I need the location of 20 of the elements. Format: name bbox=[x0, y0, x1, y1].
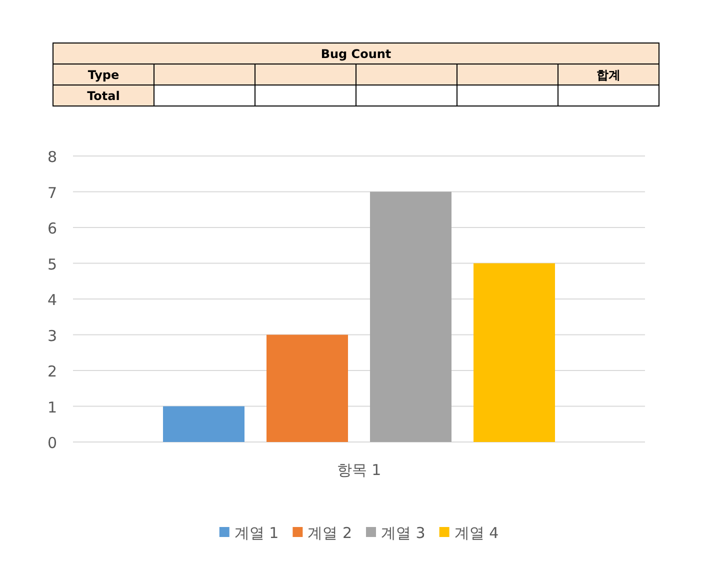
bar bbox=[370, 192, 452, 442]
y-tick-label: 6 bbox=[47, 220, 57, 238]
legend-label: 계열 1 bbox=[234, 524, 279, 542]
bar bbox=[266, 334, 348, 442]
table: Bug Count Type 합계 Total bbox=[52, 42, 660, 106]
bar bbox=[474, 263, 555, 442]
legend-label: 계열 4 bbox=[454, 524, 499, 542]
legend-label: 계열 2 bbox=[308, 524, 352, 542]
y-tick-label: 0 bbox=[47, 434, 57, 452]
y-tick-label: 1 bbox=[47, 398, 57, 416]
y-tick-label: 3 bbox=[47, 326, 57, 345]
x-tick-label: 항목 1 bbox=[336, 461, 382, 479]
plot: 0 1 2 3 4 5 6 7 8 항목 1 bbox=[47, 148, 646, 479]
legend-label: 계열 3 bbox=[381, 524, 426, 542]
bar bbox=[163, 406, 244, 442]
y-tick-label: 7 bbox=[47, 184, 57, 202]
y-tick-label: 5 bbox=[47, 255, 57, 274]
y-tick-label: 2 bbox=[47, 362, 57, 380]
y-tick-label: 4 bbox=[47, 291, 57, 309]
y-tick-label: 8 bbox=[47, 148, 57, 166]
